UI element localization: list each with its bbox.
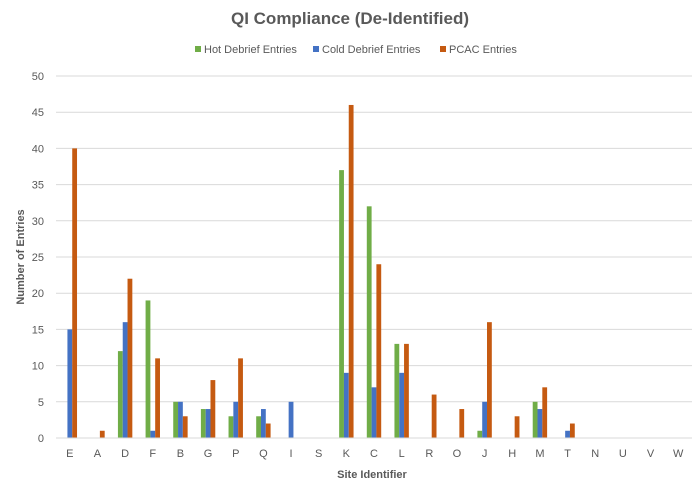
bar (67, 329, 73, 438)
bar (155, 358, 160, 438)
x-tick-label: I (290, 448, 293, 460)
x-tick-label: B (177, 448, 184, 460)
bar (537, 409, 543, 438)
legend-swatch (313, 46, 319, 52)
bar (150, 430, 156, 438)
x-tick-label: U (619, 448, 627, 460)
x-tick-label: H (508, 448, 516, 460)
y-tick-label: 45 (32, 107, 44, 119)
bar (431, 394, 437, 438)
bar (178, 401, 183, 438)
x-tick-label: J (482, 448, 488, 460)
x-tick-label: W (673, 448, 684, 460)
x-tick-label: R (425, 448, 433, 460)
bar (569, 423, 575, 438)
bar (376, 264, 382, 438)
y-tick-labels: 0 5 10 15 20 25 30 35 40 45 50 (32, 71, 44, 445)
bar (145, 300, 151, 438)
legend: Hot Debrief Entries Cold Debrief Entries P… (195, 44, 517, 56)
bar (233, 401, 239, 438)
x-tick-label: E (66, 448, 73, 460)
y-tick-label: 40 (32, 143, 44, 155)
bars (67, 104, 575, 439)
bar (265, 423, 271, 438)
bar (459, 409, 465, 438)
x-tick-label: T (564, 448, 571, 460)
bar (260, 409, 266, 438)
x-axis-title: Site Identifier (337, 469, 407, 481)
bar (117, 351, 123, 438)
legend-label: PCAC Entries (449, 44, 517, 56)
bar (288, 401, 294, 438)
bar (173, 401, 179, 438)
bar (72, 148, 78, 438)
y-tick-label: 25 (32, 252, 44, 264)
y-tick-label: 15 (32, 324, 44, 336)
bar (348, 104, 354, 439)
x-tick-label: M (535, 448, 544, 460)
legend-label: Cold Debrief Entries (322, 44, 421, 56)
x-tick-label: K (343, 448, 351, 460)
legend-swatch (440, 46, 446, 52)
x-tick-label: G (204, 448, 213, 460)
x-tick-label: A (94, 448, 102, 460)
chart-title: QI Compliance (De-Identified) (231, 9, 469, 28)
x-tick-label: L (399, 448, 405, 460)
bar (542, 387, 548, 438)
bar (487, 322, 492, 438)
bar (343, 372, 349, 438)
y-axis-title: Number of Entries (15, 209, 27, 304)
legend-label: Hot Debrief Entries (204, 44, 297, 56)
bar (200, 409, 206, 438)
x-tick-label: F (149, 448, 156, 460)
x-tick-label: S (315, 448, 322, 460)
bar (482, 401, 488, 438)
y-tick-label: 20 (32, 288, 44, 300)
bar (256, 416, 261, 438)
bar (339, 170, 344, 438)
bar (182, 416, 188, 438)
y-tick-label: 50 (32, 71, 44, 83)
y-tick-label: 35 (32, 180, 44, 192)
bar (514, 416, 520, 438)
bar (205, 409, 211, 438)
bar (371, 387, 377, 438)
bar (532, 401, 538, 438)
bar (99, 430, 105, 438)
y-tick-label: 30 (32, 216, 44, 228)
y-tick-label: 10 (32, 361, 44, 373)
x-tick-label: C (370, 448, 378, 460)
x-tick-label: V (647, 448, 655, 460)
legend-swatch (195, 46, 201, 52)
x-tick-label: P (232, 448, 239, 460)
x-tick-label: D (121, 448, 129, 460)
bar (228, 416, 234, 438)
bar (394, 343, 400, 438)
x-tick-label: N (591, 448, 599, 460)
gridlines (56, 75, 692, 403)
bar (210, 380, 216, 438)
y-tick-label: 5 (38, 397, 44, 409)
bar (399, 372, 405, 438)
x-tick-label: Q (259, 448, 268, 460)
bar (127, 278, 133, 438)
x-tick-label: O (453, 448, 462, 460)
bar (122, 322, 128, 438)
bar (477, 430, 483, 438)
y-tick-label: 0 (38, 433, 44, 445)
bar (238, 358, 243, 438)
bar (366, 206, 372, 438)
bar (565, 430, 570, 438)
bar (404, 343, 409, 438)
